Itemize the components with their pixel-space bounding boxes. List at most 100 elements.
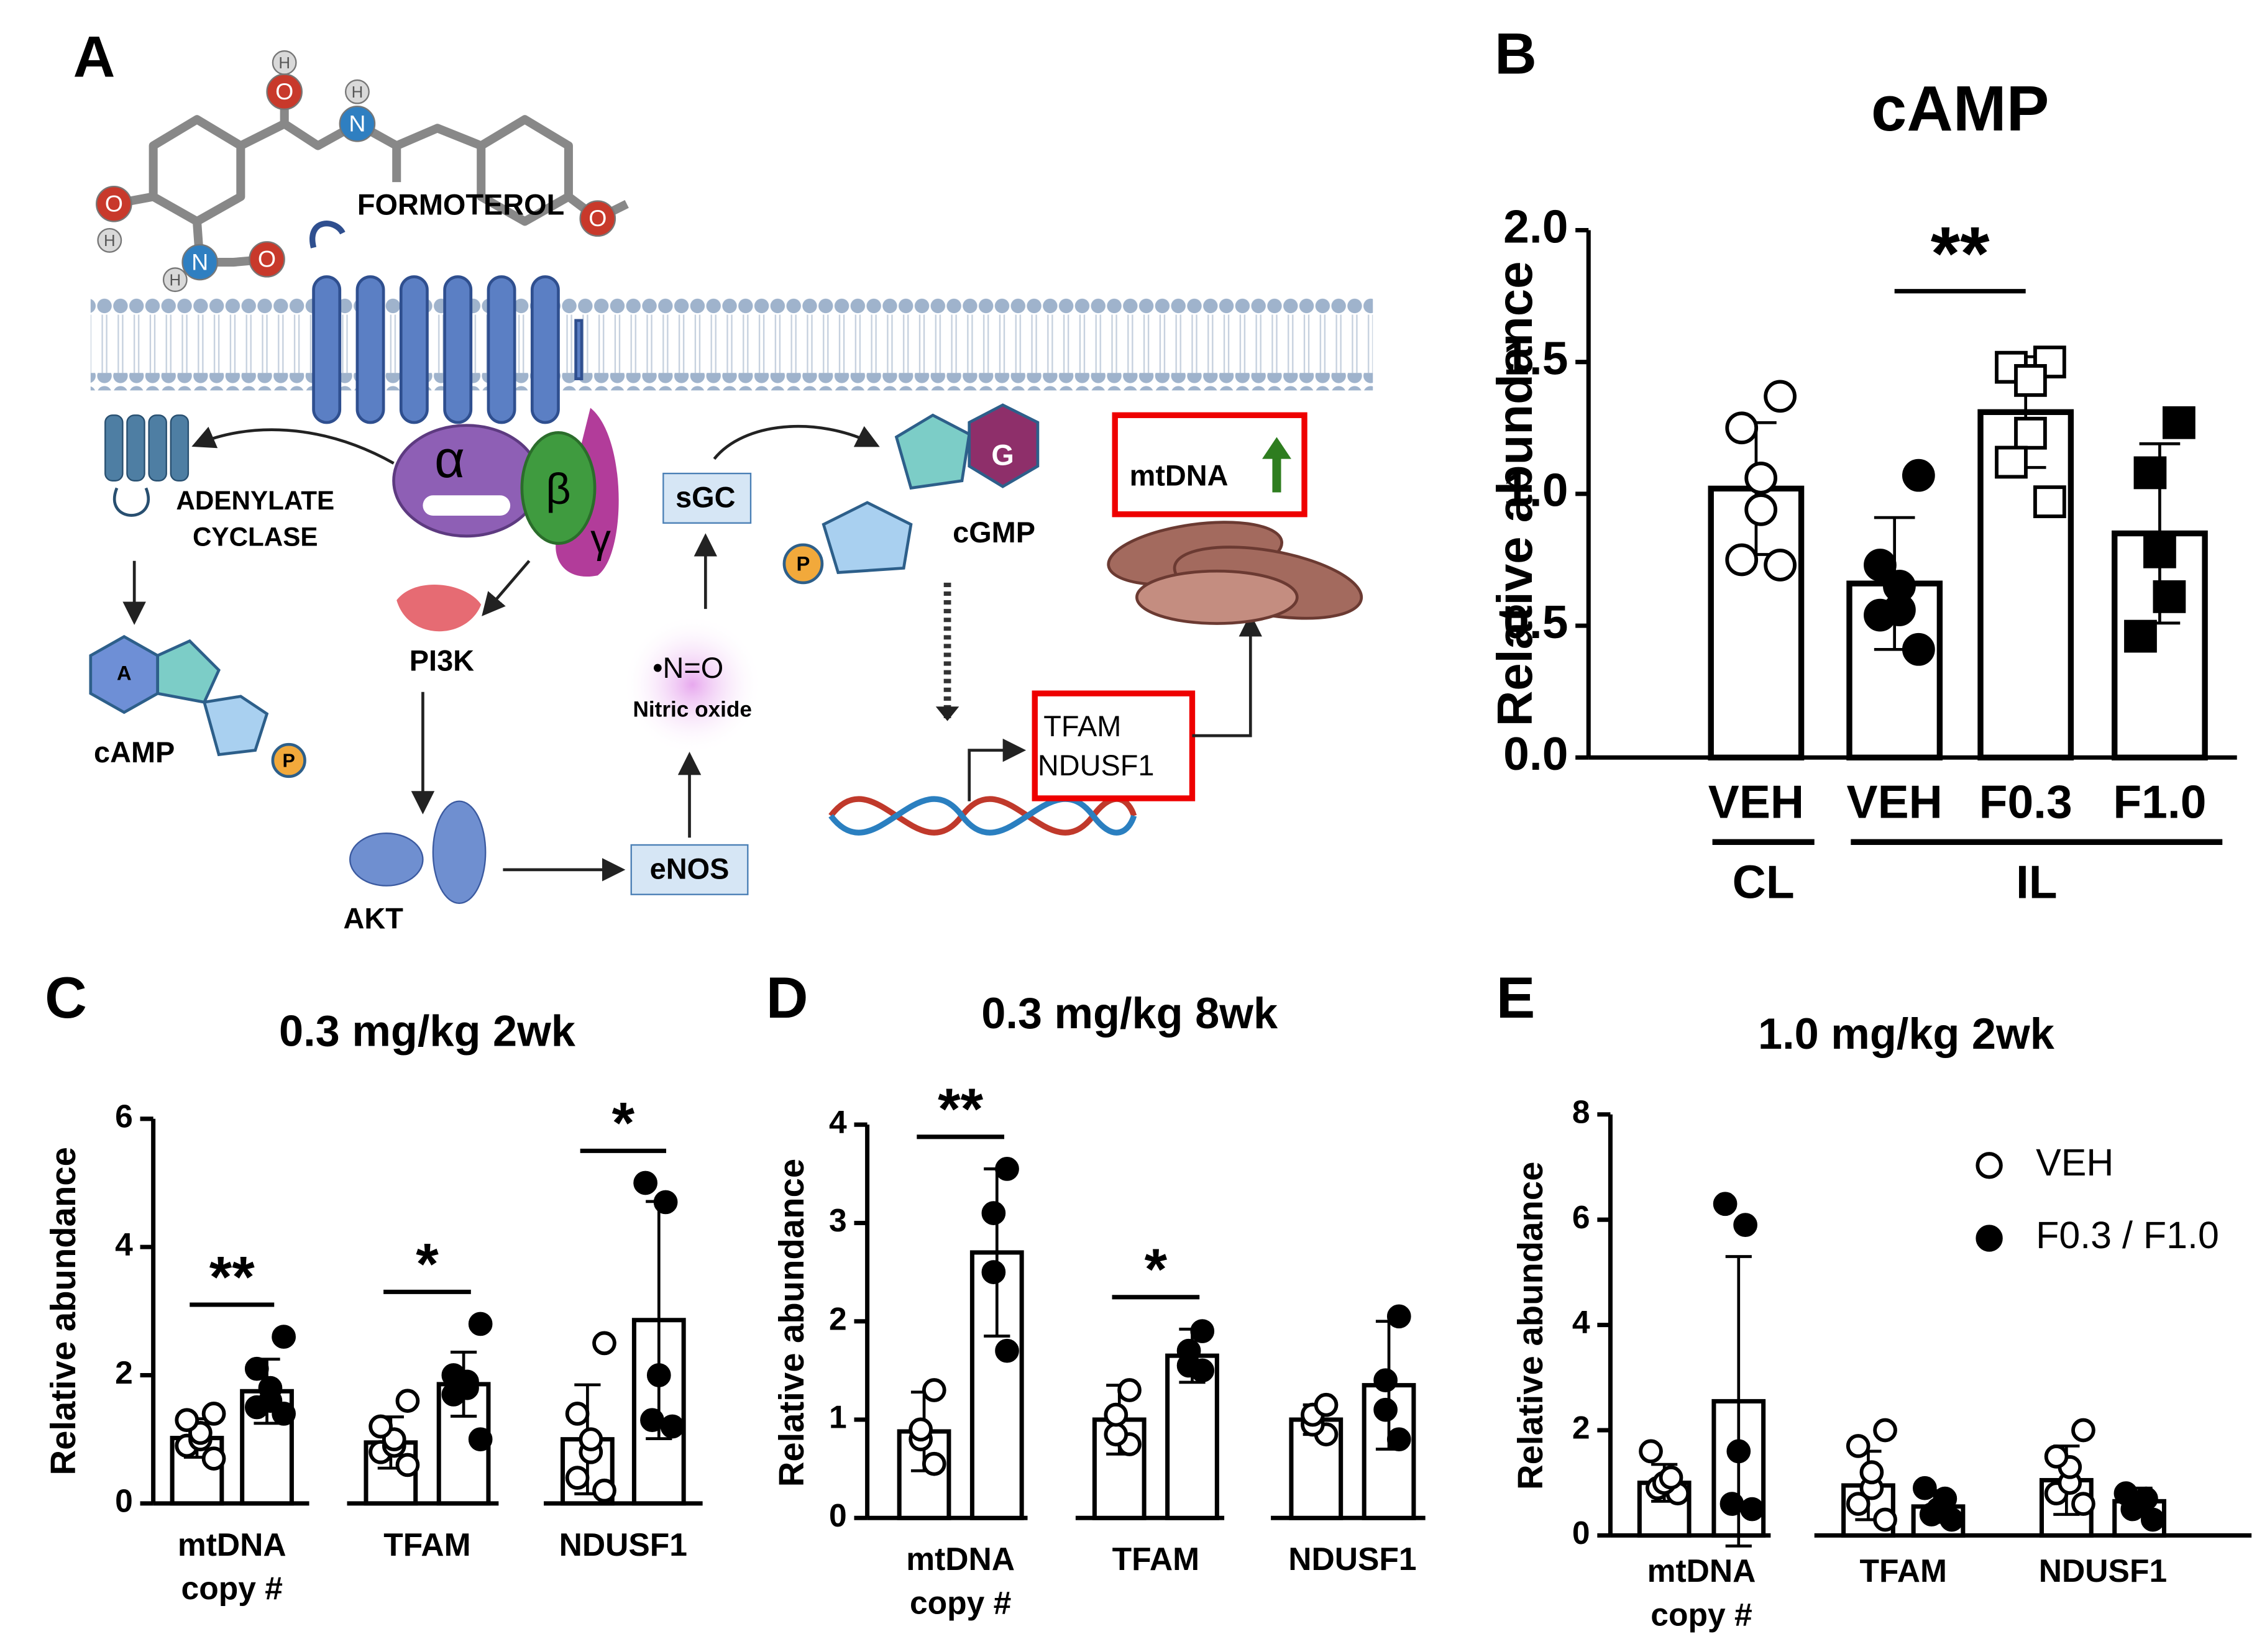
atom [96, 185, 132, 222]
data-point [2124, 619, 2157, 653]
data-point [1190, 1319, 1215, 1343]
panel-label: A [73, 24, 116, 89]
significance-label: * [612, 1090, 635, 1156]
shape [968, 403, 1040, 488]
legend-label: F0.3 / F1.0 [2036, 1214, 2219, 1256]
shape [487, 275, 516, 424]
chart-title: 0.3 mg/kg 2wk [279, 1006, 576, 1055]
shape [202, 695, 269, 757]
y-tick-label: 3 [829, 1202, 847, 1238]
chart-title: 0.3 mg/kg 8wk [981, 988, 1278, 1038]
data-point [1933, 1486, 1958, 1511]
atom-label: H [104, 232, 116, 250]
x-tick-label: copy # [181, 1570, 283, 1606]
shape [828, 796, 1137, 836]
significance-label: * [416, 1231, 439, 1297]
atom [579, 200, 616, 237]
x-tick-label: F1.0 [2113, 775, 2206, 828]
y-axis-label: Relative abundance [1511, 1162, 1550, 1490]
data-point [1859, 1460, 1884, 1485]
atom-label: O [588, 205, 607, 231]
shape [170, 414, 190, 481]
data-point [2162, 406, 2196, 439]
data-point [1725, 543, 1759, 577]
data-point [1314, 1392, 1339, 1417]
x-tick-label: NDUSF1 [559, 1527, 687, 1563]
data-point [2014, 416, 2047, 450]
data-point [369, 1414, 393, 1439]
data-point [1995, 445, 2028, 479]
legend-marker [1976, 1225, 2003, 1252]
significance-label: ** [938, 1076, 983, 1141]
shape [432, 800, 487, 904]
atom-label: O [275, 78, 293, 104]
data-point [565, 1466, 590, 1490]
significance-label: ** [209, 1244, 255, 1309]
legend-marker [1976, 1152, 2003, 1179]
data-point [1104, 1402, 1129, 1427]
data-point [1873, 1418, 1897, 1443]
label: NDUSF1 [1038, 749, 1155, 782]
x-tick-label: mtDNA [906, 1541, 1015, 1577]
data-point [201, 1446, 226, 1471]
data-point [1733, 1213, 1757, 1237]
chart: E 1.0 mg/kg 2wk Relative abundance 0 2 4 6 8 mtD… [1496, 965, 2252, 1632]
label: TFAM [1043, 710, 1121, 742]
group-label: IL [2016, 856, 2058, 908]
data-point [633, 1171, 657, 1195]
shape [1135, 569, 1299, 625]
shape [309, 221, 346, 249]
data-point [1902, 632, 1935, 666]
panel-label: E [1496, 965, 1536, 1030]
atom [266, 73, 303, 111]
data-point [1764, 380, 1797, 413]
shape [112, 487, 150, 517]
y-tick-label: 0.0 [1503, 728, 1568, 780]
data-point [579, 1427, 603, 1452]
atom [344, 79, 370, 104]
shape [423, 495, 511, 516]
arrow [713, 424, 880, 460]
data-point [2014, 364, 2047, 397]
no-glow [622, 614, 762, 755]
panel-label: C [45, 965, 87, 1030]
shape [530, 275, 560, 424]
chart: D 0.3 mg/kg 8wk Relative abundance 0 1 2 3 4 mtD… [766, 965, 1426, 1621]
atom [181, 244, 218, 281]
y-axis-label: Relative abundance [772, 1159, 811, 1487]
membrane [90, 297, 1373, 391]
y-tick-label: 2 [1572, 1410, 1590, 1446]
data-point [1373, 1368, 1398, 1393]
x-tick-label: VEH [1847, 775, 1943, 828]
y-tick-label: 4 [829, 1104, 847, 1140]
dna [828, 796, 1137, 836]
shape [271, 742, 306, 778]
group-label: CL [1733, 856, 1795, 908]
drug-name: FORMOTEROL [357, 188, 564, 221]
shape [822, 501, 913, 574]
label: G [991, 439, 1014, 472]
data-point [1719, 1492, 1744, 1516]
shape [90, 373, 1373, 391]
panel-label: B [1495, 21, 1537, 86]
g-protein: α β γ [392, 408, 619, 577]
significance-label: * [1145, 1236, 1168, 1302]
data-point [922, 1451, 946, 1476]
shape [574, 319, 584, 380]
data-point [1176, 1338, 1201, 1363]
shape [312, 275, 342, 424]
bar [897, 1429, 951, 1520]
data-point [441, 1363, 466, 1387]
y-tick-label: 2.0 [1503, 200, 1568, 252]
x-tick-label: TFAM [1112, 1541, 1199, 1577]
shape [520, 431, 597, 545]
data-point [981, 1260, 1006, 1284]
shape [148, 414, 167, 481]
x-tick-label: mtDNA [178, 1527, 286, 1563]
data-point [468, 1312, 493, 1336]
